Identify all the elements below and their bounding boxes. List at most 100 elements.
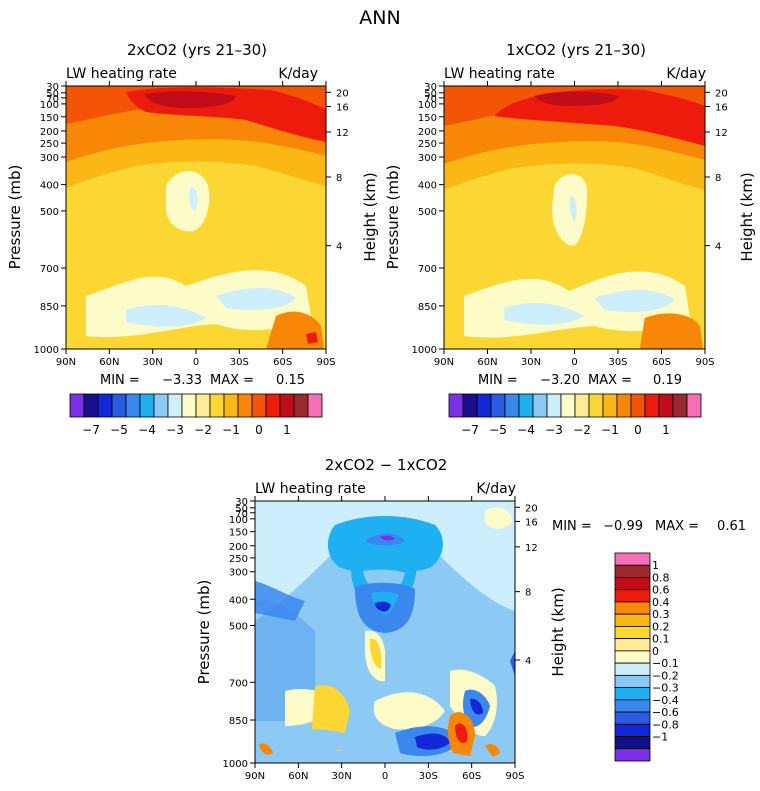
colorbar-swatch xyxy=(644,393,660,418)
colorbar-swatch xyxy=(614,638,651,652)
colorbar-swatch xyxy=(614,711,651,725)
colorbar-swatch xyxy=(614,564,651,578)
y-tick-label: 50 xyxy=(235,504,248,515)
y-tick-label: 400 xyxy=(418,181,437,192)
colorbar-label: −0.6 xyxy=(652,706,679,719)
x-tick-label: 60N xyxy=(99,357,119,368)
x-tick-label: 0 xyxy=(382,771,388,782)
colorbar-label: −7 xyxy=(461,423,479,437)
y2-tick-label: 16 xyxy=(715,103,728,114)
x-tick-label: 90N xyxy=(245,771,265,782)
y-tick-label: 50 xyxy=(46,89,59,100)
x-tick-label: 30N xyxy=(143,357,163,368)
x-tick-label: 60N xyxy=(288,771,308,782)
x-tick-label: 90N xyxy=(434,357,454,368)
y-tick-label: 70 xyxy=(46,94,59,105)
y2-tick-label: 12 xyxy=(715,128,728,139)
colorbar-swatch xyxy=(672,393,688,418)
field-label: LW heating rate xyxy=(444,66,555,82)
panel-difference: 2xCO2 − 1xCO2 LW heating rate K/day xyxy=(195,456,746,782)
colorbar-swatch xyxy=(251,393,267,418)
y-tick-label: 250 xyxy=(229,554,248,565)
colorbar-swatch xyxy=(560,393,576,418)
colorbar-swatch xyxy=(532,393,548,418)
colorbar-swatch xyxy=(111,393,127,418)
colorbar-label: −4 xyxy=(138,423,156,437)
colorbar-label: 0 xyxy=(634,423,642,437)
panel-title: 1xCO2 (yrs 21–30) xyxy=(506,41,646,59)
y2-tick-label: 12 xyxy=(525,543,538,554)
colorbar-label: 0 xyxy=(255,423,263,437)
y-tick-label: 300 xyxy=(418,153,437,164)
colorbar-swatch xyxy=(686,393,702,418)
colorbar-label: −0.3 xyxy=(652,682,679,695)
colorbar-label: −0.2 xyxy=(652,669,679,682)
y2-tick-label: 20 xyxy=(525,503,538,514)
y2-tick-label: 4 xyxy=(525,656,531,667)
colorbar-swatch xyxy=(614,577,651,591)
panel-title: 2xCO2 (yrs 21–30) xyxy=(127,41,267,59)
y-tick-label: 300 xyxy=(40,153,59,164)
panel-title: 2xCO2 − 1xCO2 xyxy=(325,456,448,474)
contour-field xyxy=(255,501,515,763)
y-tick-label: 30 xyxy=(424,82,437,93)
y-tick-label: 850 xyxy=(40,302,59,313)
colorbar-label: −7 xyxy=(82,423,100,437)
colorbar-swatch xyxy=(83,393,99,418)
y-tick-label: 50 xyxy=(424,89,437,100)
colorbar-swatch xyxy=(616,393,632,418)
colorbar-swatch xyxy=(602,393,618,418)
y-tick-label: 700 xyxy=(229,678,248,689)
y-tick-label: 200 xyxy=(418,127,437,138)
panel-2xco2: 2xCO2 (yrs 21–30) LW heating rate K/day … xyxy=(6,41,379,388)
colorbar-label: −4 xyxy=(517,423,535,437)
y-tick-label: 250 xyxy=(40,139,59,150)
colorbar-label: 0.3 xyxy=(652,608,670,621)
y-tick-label: 100 xyxy=(229,515,248,526)
colorbar-difference: 10.80.60.40.30.20.10−0.1−0.2−0.3−0.4−0.6… xyxy=(614,552,679,762)
x-tick-label: 30S xyxy=(419,771,438,782)
colorbar-label: 0 xyxy=(652,645,659,658)
y-tick-label: 200 xyxy=(229,542,248,553)
colorbar-swatch xyxy=(139,393,155,418)
colorbar-swatch xyxy=(97,393,113,418)
y-tick-label: 100 xyxy=(418,100,437,111)
colorbar-swatch xyxy=(223,393,239,418)
colorbar-swatch xyxy=(614,601,651,615)
colorbar-swatch xyxy=(125,393,141,418)
colorbar-swatch xyxy=(630,393,646,418)
colorbar-swatch xyxy=(614,650,651,664)
colorbar-swatch xyxy=(476,393,492,418)
colorbar-label: 0.6 xyxy=(652,584,670,597)
colorbar-swatch xyxy=(614,613,651,627)
colorbar-swatch xyxy=(588,393,604,418)
colorbar-1xco2: −7 −5 −4 −3 −2 −1 0 1 xyxy=(448,393,702,437)
colorbar-label: −1 xyxy=(652,731,668,744)
y-tick-label: 700 xyxy=(418,264,437,275)
colorbar-label: −0.8 xyxy=(652,718,679,731)
x-tick-label: 60S xyxy=(652,357,671,368)
stats-min-label: MIN = xyxy=(552,519,592,534)
y2-tick-label: 20 xyxy=(336,88,349,99)
y2-tick-label: 16 xyxy=(525,517,538,528)
colorbar-label: −1 xyxy=(222,423,240,437)
y-tick-label: 30 xyxy=(235,497,248,508)
field-label: LW heating rate xyxy=(255,481,366,497)
colorbar-swatch xyxy=(518,393,534,418)
stats-max-label: MAX = xyxy=(655,519,699,534)
y-tick-label: 700 xyxy=(40,264,59,275)
units-label: K/day xyxy=(666,66,706,82)
stats-min-value: −0.99 xyxy=(603,519,643,534)
colorbar-swatch xyxy=(153,393,169,418)
y-tick-label: 150 xyxy=(40,113,59,124)
colorbar-label: −5 xyxy=(489,423,507,437)
panel-1xco2: 1xCO2 (yrs 21–30) LW heating rate K/day … xyxy=(384,41,756,388)
colorbar-swatch xyxy=(614,552,651,566)
colorbar-label: −0.1 xyxy=(652,657,679,670)
y-tick-label: 150 xyxy=(229,528,248,539)
colorbar-label: −0.4 xyxy=(652,694,679,707)
y-tick-label: 100 xyxy=(40,100,59,111)
y-tick-label: 850 xyxy=(229,716,248,727)
colorbar-label: −5 xyxy=(110,423,128,437)
